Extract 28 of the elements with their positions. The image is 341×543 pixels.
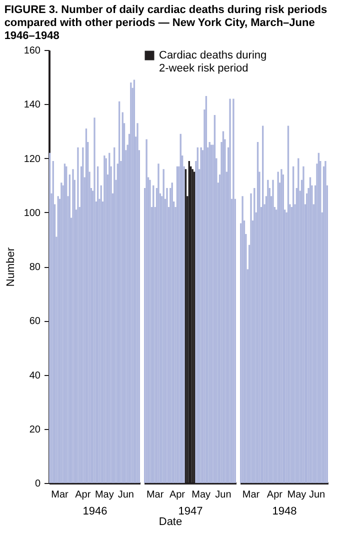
x-tick-label: Mar bbox=[146, 490, 164, 500]
x-tick-label: Apr bbox=[266, 490, 284, 500]
y-tick-label: 60 bbox=[29, 316, 41, 328]
y-tick-label: 140 bbox=[24, 100, 41, 111]
x-tick-label: Jun bbox=[308, 490, 326, 500]
text: FIGURE 3. Number of daily cardiac deaths during risk periods compared with other periods — New York City, March–June 1946–1948 bbox=[4, 4, 328, 42]
x-tick-label: Jun bbox=[118, 490, 134, 500]
x-tick-label: May bbox=[287, 490, 306, 500]
y-tick-label: 0 bbox=[34, 478, 41, 490]
x-tick-label: Mar bbox=[51, 490, 70, 500]
x-tick-label: Mar bbox=[242, 490, 260, 500]
x-tick-label: Apr bbox=[169, 490, 186, 500]
y-tick-label: 20 bbox=[29, 424, 41, 436]
text: Date bbox=[158, 516, 184, 528]
y-tick-label: 80 bbox=[29, 262, 41, 273]
y-tick-label: 120 bbox=[24, 154, 41, 165]
legend-label: Cardiac deaths during 2-week risk period bbox=[159, 50, 267, 74]
y-tick-label: 100 bbox=[24, 208, 41, 219]
x-axis-title: 1946 bbox=[82, 506, 108, 518]
x-axis-title: 1948 bbox=[272, 506, 297, 518]
x-axis-title: 1947 bbox=[178, 506, 203, 518]
y-axis-title: Number bbox=[4, 247, 17, 287]
y-tick-label: 40 bbox=[29, 370, 41, 382]
x-tick-label: Jun bbox=[215, 490, 232, 500]
x-tick-label: May bbox=[94, 490, 114, 500]
y-tick-label: 160 bbox=[24, 46, 41, 56]
x-tick-label: May bbox=[192, 490, 211, 500]
x-tick-label: Apr bbox=[75, 490, 92, 500]
